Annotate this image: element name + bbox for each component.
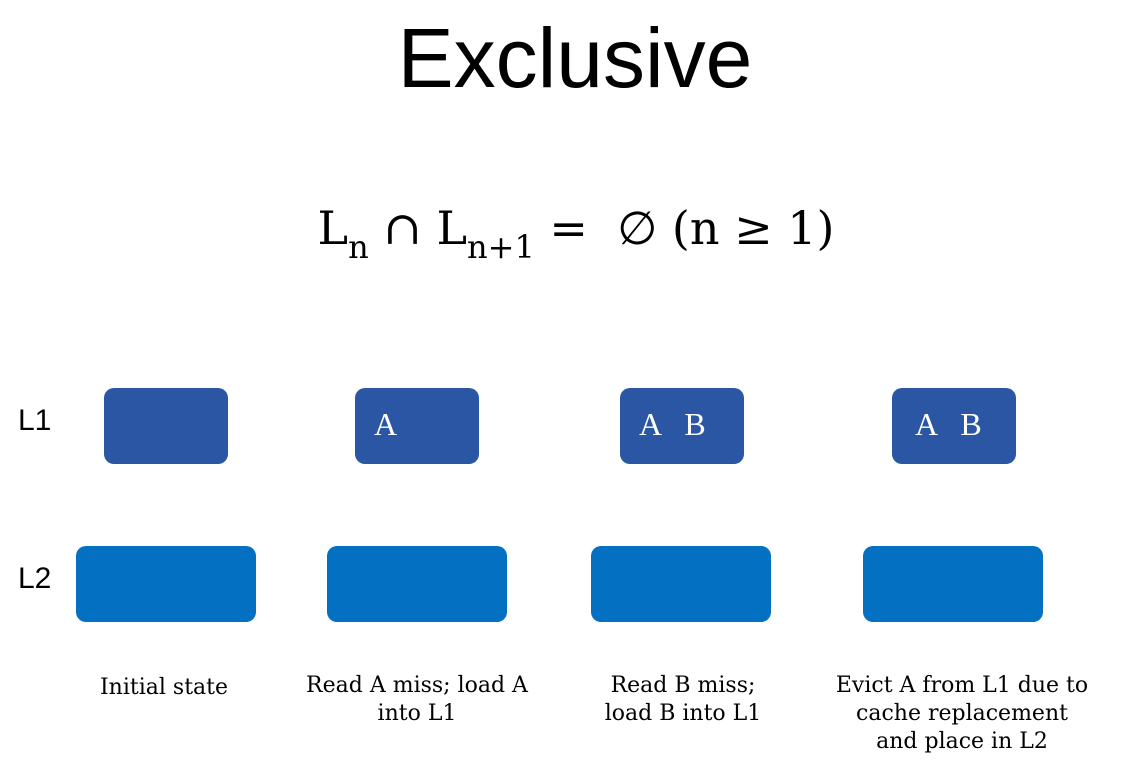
exclusivity-formula: Ln ∩ Ln+1 = ∅ (n ≥ 1) [0, 196, 1126, 266]
row-label-l2: L2 [18, 562, 52, 595]
l1-cache-box: A B [892, 388, 1016, 464]
formula-rest: = ∅ (n ≥ 1) [549, 201, 835, 255]
slide-title: Exclusive [397, 11, 753, 105]
l2-cache-box [327, 546, 507, 622]
stage-caption: Evict A from L1 due to cache replacement… [835, 673, 1089, 754]
formula-l-n: Ln [317, 201, 369, 266]
l1-contents: A B [915, 406, 982, 442]
l2-cache-box [76, 546, 256, 622]
row-label-l1: L1 [18, 404, 52, 437]
l1-cache-box [104, 388, 228, 464]
l2-cache-box [863, 546, 1043, 622]
intersection-symbol: ∩ [383, 201, 422, 255]
l2-cache-box [591, 546, 771, 622]
formula-l-n-plus-1: Ln+1 [436, 201, 535, 266]
stage-caption: Read A miss; load A into L1 [306, 673, 528, 726]
l1-cache-box: A [355, 388, 479, 464]
l1-contents: A B [639, 406, 706, 442]
stage-caption: Read B miss; load B into L1 [604, 673, 762, 726]
stage-caption: Initial state [99, 675, 229, 700]
l1-contents: A [374, 406, 398, 442]
l1-cache-box: A B [620, 388, 744, 464]
